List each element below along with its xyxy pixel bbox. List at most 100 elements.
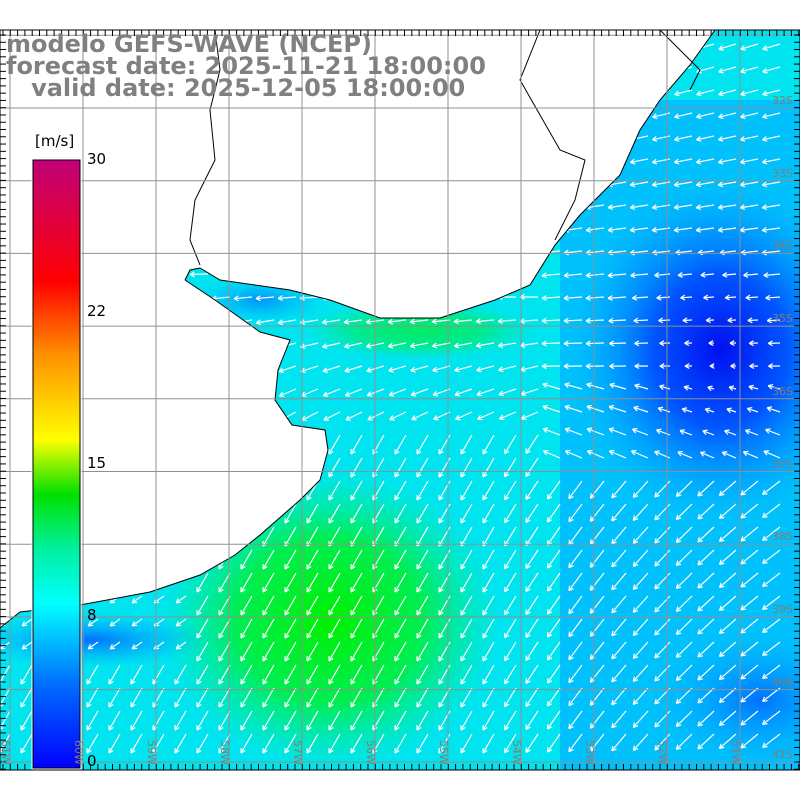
wind-arrow [460, 733, 473, 754]
wind-arrow [387, 318, 407, 325]
wind-arrow [740, 526, 759, 542]
wind-arrow [742, 450, 759, 459]
wind-arrow [0, 388, 11, 399]
wind-arrow [585, 363, 605, 370]
wind-arrow [460, 457, 473, 478]
colorbar [32, 159, 81, 769]
wind-arrow [611, 549, 627, 568]
wind-arrow [328, 710, 341, 731]
wind-arrow [564, 112, 583, 120]
wind-arrow [416, 549, 429, 570]
colorbar-unit: [m/s] [35, 132, 75, 150]
wind-arrow [344, 342, 363, 349]
wind-arrow [387, 294, 407, 301]
wind-arrow [503, 641, 517, 662]
wind-arrow [262, 733, 275, 754]
wind-arrow [240, 503, 253, 524]
wind-arrow [546, 595, 561, 615]
wind-arrow [727, 317, 737, 324]
wind-arrow [394, 687, 407, 708]
longitude-label: 55W [437, 740, 450, 765]
wind-arrow [564, 89, 583, 97]
wind-arrow [86, 733, 99, 754]
wind-arrow [564, 135, 583, 142]
wind-arrow [175, 641, 187, 650]
wind-arrow [15, 388, 33, 399]
wind-arrow [568, 549, 583, 569]
wind-arrow [123, 271, 143, 278]
wind-arrow [416, 710, 429, 731]
wind-arrow [284, 503, 297, 524]
longitude-label: 58W [218, 740, 231, 765]
wind-arrow [541, 204, 561, 211]
wind-arrow [460, 549, 473, 570]
title-valid-date: valid date: 2025-12-05 18:00:00 [6, 74, 466, 102]
latitude-label: 33S [772, 166, 793, 180]
wind-arrow [284, 595, 297, 616]
wind-arrow [322, 365, 341, 373]
wind-arrow [454, 388, 473, 397]
wind-arrow [416, 641, 429, 662]
wind-arrow [503, 480, 517, 501]
wind-arrow [763, 272, 781, 279]
wind-arrow [761, 204, 781, 211]
wind-arrow [630, 43, 649, 51]
wind-arrow [328, 457, 341, 478]
wind-arrow [611, 733, 627, 752]
wind-arrow [131, 572, 143, 581]
wind-arrow [431, 294, 451, 301]
wind-arrow [525, 480, 539, 500]
wind-arrow [13, 224, 33, 230]
wind-arrow [740, 43, 759, 51]
wind-arrow [130, 664, 143, 685]
wind-arrow [629, 181, 649, 188]
wind-arrow [498, 365, 517, 373]
wind-arrow [563, 340, 583, 347]
wind-arrow [175, 549, 187, 558]
wind-arrow [145, 199, 165, 206]
wind-arrow [432, 198, 451, 206]
wind-arrow [125, 411, 143, 422]
wind-arrow [541, 363, 561, 370]
wind-arrow [343, 222, 363, 229]
wind-arrow [256, 365, 275, 374]
wind-arrow [103, 103, 121, 114]
wind-arrow [541, 317, 561, 324]
wind-arrow [262, 480, 275, 501]
wind-arrow [321, 294, 341, 301]
wind-arrow [675, 733, 693, 751]
wind-arrow [344, 365, 363, 373]
wind-arrow [525, 641, 539, 661]
wind-arrow [740, 595, 759, 611]
wind-arrow [21, 549, 33, 558]
wind-arrow [344, 198, 363, 206]
wind-arrow [632, 549, 649, 567]
wind-arrow [659, 340, 671, 347]
wind-arrow [632, 480, 649, 498]
wind-arrow [131, 595, 143, 604]
wind-arrow [460, 572, 473, 593]
wind-arrow [21, 641, 33, 650]
wind-arrow [525, 710, 539, 730]
wind-arrow [611, 710, 627, 729]
wind-arrow [108, 710, 121, 731]
wind-arrow [131, 549, 143, 558]
wind-arrow [766, 317, 781, 324]
wind-arrow [416, 664, 429, 685]
wind-arrow [542, 112, 561, 120]
wind-arrow [482, 595, 495, 616]
wind-arrow [563, 158, 583, 165]
wind-arrow [519, 269, 539, 276]
wind-arrow [767, 383, 781, 390]
wind-arrow [21, 434, 33, 443]
wind-arrow [568, 710, 583, 730]
wind-arrow [499, 149, 517, 160]
wind-arrow [460, 480, 473, 501]
wind-arrow [761, 158, 781, 165]
longitude-label: 54W [510, 740, 523, 765]
wind-arrow [284, 457, 297, 478]
wind-arrow [482, 572, 495, 593]
wind-arrow [387, 222, 407, 229]
wind-arrow [175, 480, 187, 489]
wind-arrow [675, 641, 693, 659]
